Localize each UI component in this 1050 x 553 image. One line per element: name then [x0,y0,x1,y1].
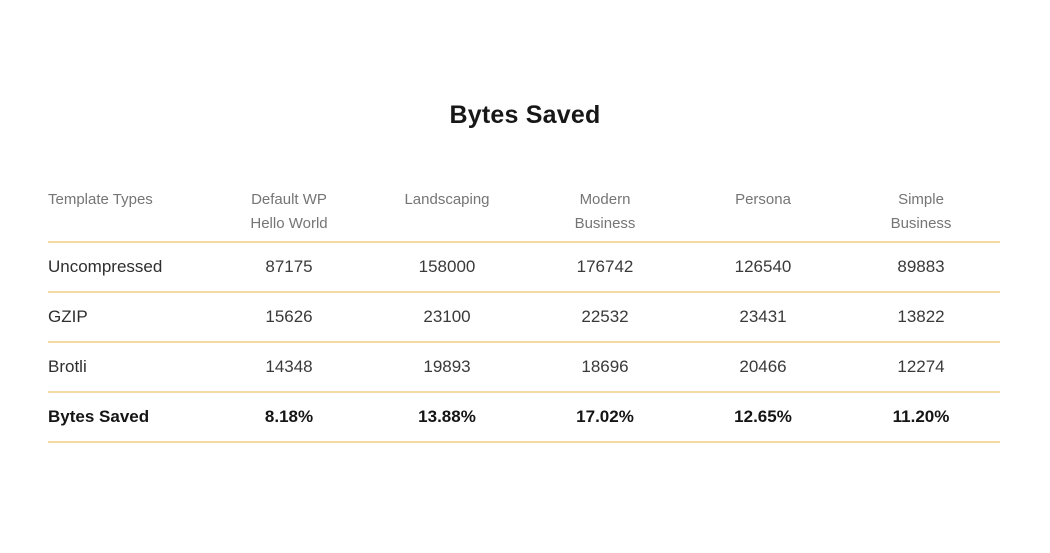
table-row-bytes-saved: Bytes Saved 8.18% 13.88% 17.02% 12.65% 1… [48,392,1000,443]
column-header-modern-business: Modern Business [526,185,684,243]
header-row: Template Types Default WP Hello World La… [48,185,1000,243]
table-cell: 158000 [368,242,526,293]
table-cell: 23431 [684,292,842,343]
row-label-uncompressed: Uncompressed [48,242,210,293]
table-cell: 89883 [842,242,1000,293]
column-header-template-types: Template Types [48,185,210,243]
table-row-uncompressed: Uncompressed 87175 158000 176742 126540 … [48,242,1000,293]
table-cell: 13.88% [368,392,526,443]
page-title: Bytes Saved [449,101,601,129]
table-cell: 176742 [526,242,684,293]
table-row-brotli: Brotli 14348 19893 18696 20466 12274 [48,342,1000,393]
column-header-simple-business: Simple Business [842,185,1000,243]
table-cell: 11.20% [842,392,1000,443]
table-cell: 8.18% [210,392,368,443]
table-cell: 20466 [684,342,842,393]
table-cell: 12.65% [684,392,842,443]
column-header-default-wp-hello-world: Default WP Hello World [210,185,368,243]
table-cell: 12274 [842,342,1000,393]
row-label-bytes-saved: Bytes Saved [48,392,210,443]
table-cell: 22532 [526,292,684,343]
table-cell: 126540 [684,242,842,293]
table-cell: 19893 [368,342,526,393]
table-cell: 14348 [210,342,368,393]
column-header-landscaping: Landscaping [368,185,526,243]
row-label-brotli: Brotli [48,342,210,393]
table-row-gzip: GZIP 15626 23100 22532 23431 13822 [48,292,1000,343]
table-cell: 15626 [210,292,368,343]
table-cell: 13822 [842,292,1000,343]
bytes-saved-table: Template Types Default WP Hello World La… [48,185,1000,443]
table-cell: 17.02% [526,392,684,443]
column-header-persona: Persona [684,185,842,243]
table-cell: 23100 [368,292,526,343]
table-cell: 87175 [210,242,368,293]
table-cell: 18696 [526,342,684,393]
row-label-gzip: GZIP [48,292,210,343]
